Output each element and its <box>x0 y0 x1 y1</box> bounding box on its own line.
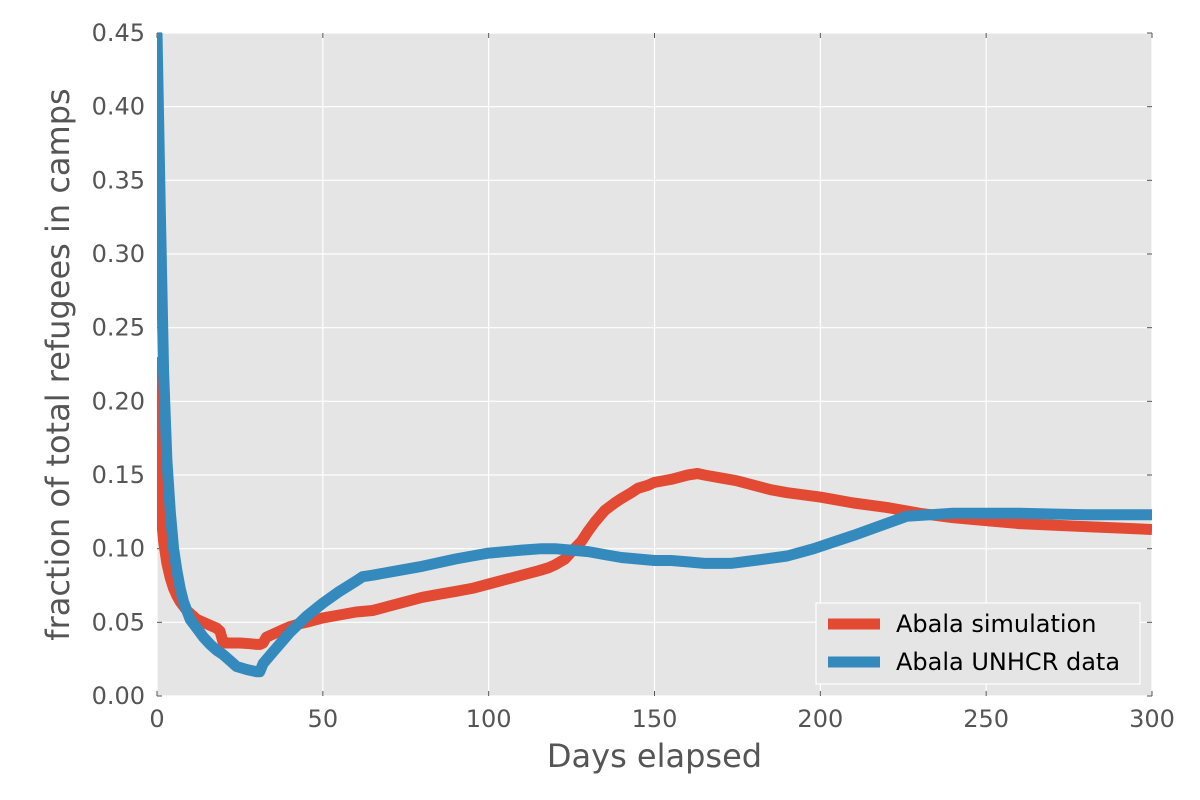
x-tick-label: 300 <box>1129 705 1175 733</box>
series-group <box>157 33 1152 678</box>
axis-ticks: 0 50 100 150 200 250 300 0.00 0.05 0.10 0.15 0.20 0.… <box>92 19 1175 733</box>
x-tick-label: 150 <box>632 705 678 733</box>
y-tick-label: 0.30 <box>92 240 145 268</box>
y-tick-label: 0.15 <box>92 461 145 489</box>
y-tick-label: 0.10 <box>92 535 145 563</box>
y-tick-label: 0.00 <box>92 682 145 710</box>
legend-label: Abala simulation <box>896 610 1096 638</box>
y-tick-label: 0.45 <box>92 19 145 47</box>
x-tick-label: 100 <box>466 705 512 733</box>
y-tick-label: 0.20 <box>92 387 145 415</box>
y-tick-label: 0.25 <box>92 314 145 342</box>
series-line-unhcr <box>157 33 1152 678</box>
y-tick-label: 0.40 <box>92 93 145 121</box>
legend: Abala simulation Abala UNHCR data <box>815 602 1141 685</box>
y-axis-label: fraction of total refugees in camps <box>39 88 77 640</box>
x-tick-label: 200 <box>797 705 843 733</box>
x-tick-label: 50 <box>308 705 339 733</box>
legend-label: Abala UNHCR data <box>896 648 1120 676</box>
x-axis-label: Days elapsed <box>547 737 762 775</box>
series-line-simulation <box>157 356 1152 650</box>
legend-box <box>815 602 1141 685</box>
y-tick-label: 0.05 <box>92 608 145 636</box>
x-tick-label: 0 <box>149 705 164 733</box>
y-tick-label: 0.35 <box>92 166 145 194</box>
x-tick-label: 250 <box>963 705 1009 733</box>
